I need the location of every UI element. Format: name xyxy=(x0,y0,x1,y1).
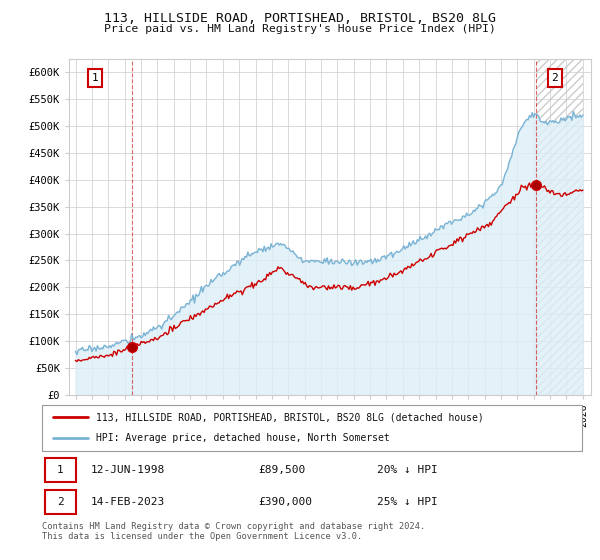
Text: 20% ↓ HPI: 20% ↓ HPI xyxy=(377,465,437,475)
FancyBboxPatch shape xyxy=(45,459,76,482)
Text: Contains HM Land Registry data © Crown copyright and database right 2024.
This d: Contains HM Land Registry data © Crown c… xyxy=(42,522,425,542)
Text: £390,000: £390,000 xyxy=(258,497,312,507)
Text: £89,500: £89,500 xyxy=(258,465,305,475)
Text: 12-JUN-1998: 12-JUN-1998 xyxy=(91,465,165,475)
Text: HPI: Average price, detached house, North Somerset: HPI: Average price, detached house, Nort… xyxy=(96,433,390,444)
Text: 2: 2 xyxy=(551,73,559,83)
Text: 113, HILLSIDE ROAD, PORTISHEAD, BRISTOL, BS20 8LG: 113, HILLSIDE ROAD, PORTISHEAD, BRISTOL,… xyxy=(104,12,496,25)
Text: 14-FEB-2023: 14-FEB-2023 xyxy=(91,497,165,507)
Text: 113, HILLSIDE ROAD, PORTISHEAD, BRISTOL, BS20 8LG (detached house): 113, HILLSIDE ROAD, PORTISHEAD, BRISTOL,… xyxy=(96,412,484,422)
Text: 2: 2 xyxy=(57,497,64,507)
Text: 25% ↓ HPI: 25% ↓ HPI xyxy=(377,497,437,507)
Text: Price paid vs. HM Land Registry's House Price Index (HPI): Price paid vs. HM Land Registry's House … xyxy=(104,24,496,34)
Text: 1: 1 xyxy=(57,465,64,475)
FancyBboxPatch shape xyxy=(45,490,76,514)
FancyBboxPatch shape xyxy=(42,405,582,451)
Text: 1: 1 xyxy=(92,73,98,83)
